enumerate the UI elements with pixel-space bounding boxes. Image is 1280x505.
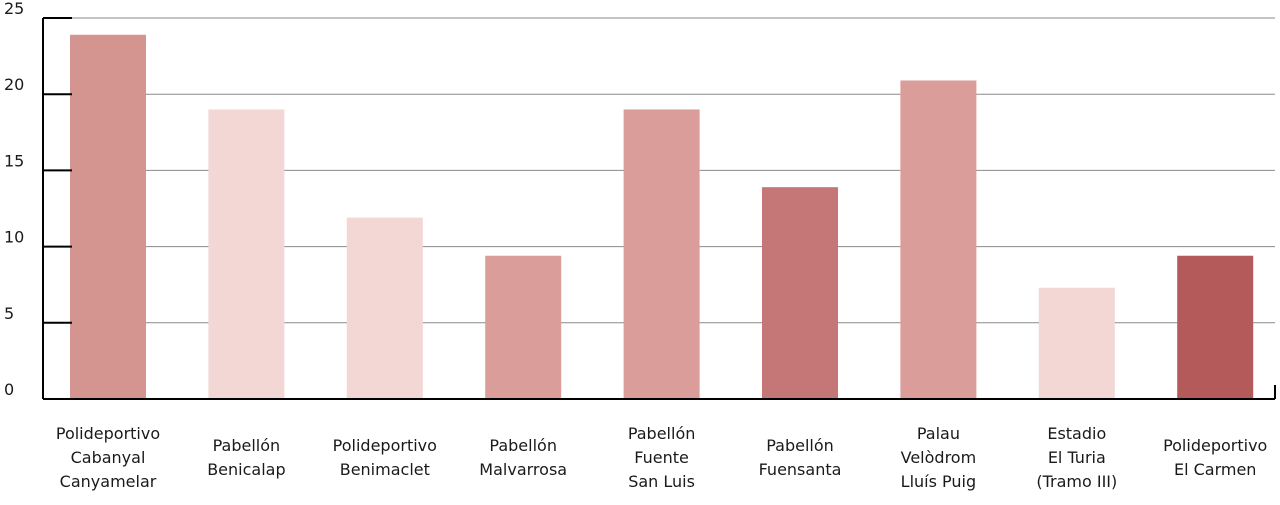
bar-2 [346,217,423,399]
category-label-0: Polideportivo Cabanyal Canyamelar [56,424,160,491]
category-label-7: Estadio El Turia (Tramo III) [1036,424,1117,491]
bar-4 [623,109,700,399]
bar-1 [208,109,285,399]
x-category-labels: Polideportivo Cabanyal Canyamelar Pabellón B… [56,424,1267,491]
category-label-4: Pabellón Fuente San Luis [628,424,696,491]
axes [42,17,1276,400]
y-tick-label-25: 25 [4,0,24,18]
bar-3 [485,255,562,399]
bar-6 [900,80,977,399]
bars [70,34,1254,399]
category-label-2: Polideportivo Benimaclet [333,436,437,479]
bar-8 [1177,255,1254,399]
y-tick-label-15: 15 [4,151,24,170]
y-tick-label-10: 10 [4,228,24,247]
category-label-8: Polideportivo El Carmen [1163,436,1267,479]
category-label-6: Palau Velòdrom Lluís Puig [901,424,977,491]
y-tick-labels: 0 5 10 15 20 25 [4,0,24,399]
category-label-1: Pabellón Benicalap [207,436,285,479]
category-label-5: Pabellón Fuensanta [759,436,842,479]
bar-5 [762,187,838,399]
y-tick-label-20: 20 [4,75,24,94]
bar-0 [70,34,146,399]
category-label-3: Pabellón Malvarrosa [479,436,567,479]
y-tick-label-5: 5 [4,304,14,323]
y-tick-label-0: 0 [4,380,14,399]
bar-7 [1038,287,1115,399]
